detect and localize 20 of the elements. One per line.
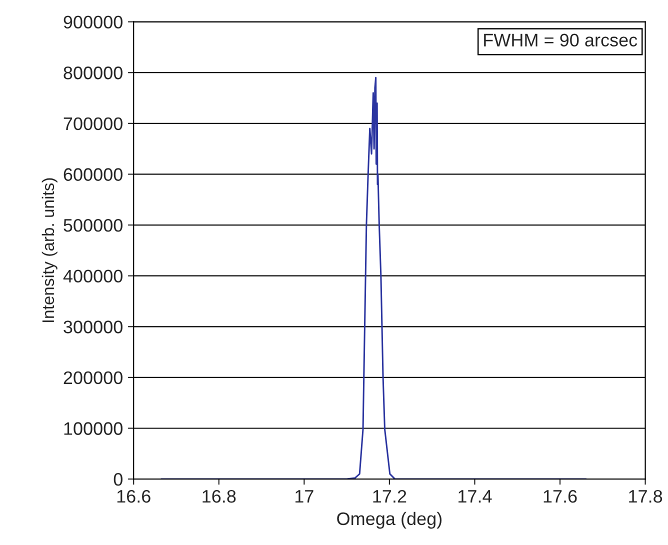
x-tick-label: 17.4 xyxy=(458,490,492,503)
x-tick-label: 17.2 xyxy=(373,490,406,503)
y-tick-label: 500000 xyxy=(64,218,122,232)
y-tick-label: 200000 xyxy=(64,371,122,384)
y-tick-label: 800000 xyxy=(64,66,122,80)
x-tick-label: 17 xyxy=(296,490,314,503)
y-tick-label: 600000 xyxy=(64,168,122,181)
y-tick-label: 900000 xyxy=(64,16,122,29)
y-axis-title: Intensity (arb. units) xyxy=(42,178,58,322)
y-tick-label: 700000 xyxy=(64,117,122,130)
y-tick-label: 100000 xyxy=(64,422,122,435)
y-tick-label: 0 xyxy=(114,472,122,486)
x-tick-label: 16.6 xyxy=(117,490,150,503)
x-tick-label: 17.6 xyxy=(544,490,577,503)
y-tick-label: 400000 xyxy=(63,270,122,283)
y-tick-label: 300000 xyxy=(64,320,122,334)
annotation: FWHM = 90 arcsec xyxy=(484,34,638,46)
x-axis-title: Omega (deg) xyxy=(337,512,442,529)
x-tick-label: 16.8 xyxy=(202,490,236,503)
x-tick-label: 17.8 xyxy=(629,490,662,503)
